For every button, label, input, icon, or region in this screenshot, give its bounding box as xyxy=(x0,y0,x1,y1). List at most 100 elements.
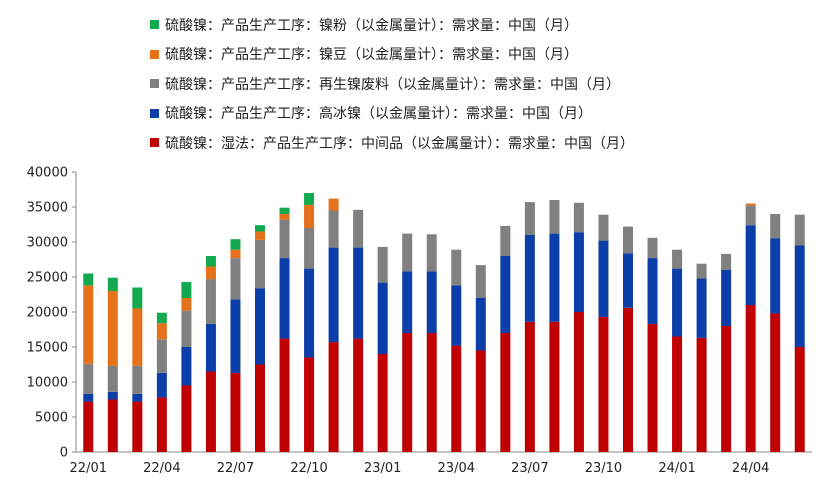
legend-label-intermediate: 硫酸镍：湿法：产品生产工序：中间品（以金属量计）：需求量：中国（月） xyxy=(165,135,634,152)
legend-item-nickel-matte: 硫酸镍：产品生产工序：高冰镍（以金属量计）：需求量：中国（月） xyxy=(150,99,634,129)
bar-segment xyxy=(623,253,633,308)
legend-swatch-nickel-beans xyxy=(150,49,159,59)
bar-segment xyxy=(770,238,781,314)
bar-segment xyxy=(696,263,707,279)
bar-segment xyxy=(304,193,315,205)
bar-segment xyxy=(132,401,143,452)
bar-segment xyxy=(132,393,143,402)
bar-segment xyxy=(598,240,609,317)
legend-item-nickel-beans: 硫酸镍：产品生产工序：镍豆（以金属量计）：需求量：中国（月） xyxy=(150,40,634,70)
legend-item-recycled-scrap: 硫酸镍：产品生产工序：再生镍废料（以金属量计）：需求量：中国（月） xyxy=(150,69,634,99)
bar-segment xyxy=(353,209,364,248)
bar-segment xyxy=(770,313,781,452)
bars xyxy=(83,193,805,452)
bar-segment xyxy=(205,323,216,372)
bar-segment xyxy=(230,372,241,452)
legend-swatch-intermediate xyxy=(150,138,159,148)
bar-segment xyxy=(647,258,658,324)
bar-segment xyxy=(255,288,265,365)
bar-segment xyxy=(598,316,609,452)
bar-segment xyxy=(279,258,290,339)
bar-segment xyxy=(304,228,315,269)
bar-segment xyxy=(745,305,756,452)
bar-segment xyxy=(230,299,241,373)
y-tick-label: 40000 xyxy=(27,166,68,181)
bar-segment xyxy=(451,345,462,452)
bar-segment xyxy=(328,342,339,452)
bar-segment xyxy=(107,365,118,392)
bar-segment xyxy=(696,278,707,338)
bar-segment xyxy=(402,233,413,272)
y-axis: 0 5000 10000 15000 20000 25000 30000 35000 40000 xyxy=(27,166,77,461)
legend-label-nickel-powder: 硫酸镍：产品生产工序：镍粉（以金属量计）：需求量：中国（月） xyxy=(165,17,578,34)
bar-segment xyxy=(132,308,143,366)
bar-segment xyxy=(573,232,584,312)
bar-segment xyxy=(647,237,658,259)
legend-label-nickel-beans: 硫酸镍：产品生产工序：镍豆（以金属量计）：需求量：中国（月） xyxy=(165,47,578,64)
bar-segment xyxy=(107,391,118,400)
legend-item-intermediate: 硫酸镍：湿法：产品生产工序：中间品（以金属量计）：需求量：中国（月） xyxy=(150,128,634,158)
bar-segment xyxy=(156,323,167,340)
bar-segment xyxy=(328,198,339,211)
x-tick-label: 24/04 xyxy=(732,461,769,476)
x-tick-label: 23/10 xyxy=(585,461,622,476)
bar-segment xyxy=(524,321,535,452)
bar-segment xyxy=(353,247,364,339)
bar-segment xyxy=(721,326,732,452)
legend-label-recycled-scrap: 硫酸镍：产品生产工序：再生镍废料（以金属量计）：需求量：中国（月） xyxy=(165,76,620,93)
bar-segment xyxy=(83,393,94,402)
bar-segment xyxy=(279,214,290,220)
bar-segment xyxy=(770,214,781,239)
bar-segment xyxy=(451,249,462,286)
x-axis: 22/01 22/04 22/07 22/10 23/01 23/04 23/07 23/10… xyxy=(70,451,812,476)
y-tick-label: 20000 xyxy=(27,306,68,321)
x-tick-label: 22/10 xyxy=(290,461,327,476)
bar-segment xyxy=(156,312,167,324)
bar-segment xyxy=(107,277,118,291)
bar-segment xyxy=(745,225,756,305)
y-tick-label: 10000 xyxy=(27,376,68,391)
bar-segment xyxy=(205,371,216,452)
bar-segment xyxy=(181,298,192,311)
bar-segment xyxy=(672,249,683,269)
bar-segment xyxy=(304,357,315,452)
bar-segment xyxy=(794,245,805,347)
bar-segment xyxy=(304,204,315,228)
x-tick-label: 22/04 xyxy=(143,461,180,476)
bar-segment xyxy=(205,256,216,267)
bar-segment xyxy=(794,214,805,246)
chart-legend: 硫酸镍：产品生产工序：镍粉（以金属量计）：需求量：中国（月） 硫酸镍：产品生产工… xyxy=(150,10,634,158)
bar-segment xyxy=(377,354,388,452)
bar-segment xyxy=(279,219,290,259)
bar-segment xyxy=(549,200,560,234)
bar-segment xyxy=(255,364,265,452)
bar-segment xyxy=(598,214,609,241)
bar-segment xyxy=(255,225,265,232)
bar-segment xyxy=(205,279,216,324)
legend-label-nickel-matte: 硫酸镍：产品生产工序：高冰镍（以金属量计）：需求量：中国（月） xyxy=(165,106,592,123)
bar-segment xyxy=(573,202,584,233)
bar-segment xyxy=(475,298,486,351)
bar-segment xyxy=(132,287,143,309)
bar-segment xyxy=(623,226,633,254)
bar-segment xyxy=(745,203,756,206)
bar-segment xyxy=(132,365,143,394)
bar-segment xyxy=(475,265,486,298)
bar-segment xyxy=(426,234,437,272)
bar-segment xyxy=(255,231,265,240)
bar-segment xyxy=(745,205,756,226)
bar-segment xyxy=(475,350,486,452)
bar-segment xyxy=(721,253,732,270)
bar-segment xyxy=(83,363,94,394)
bar-segment xyxy=(353,338,364,452)
bar-segment xyxy=(794,347,805,452)
bar-segment xyxy=(230,258,241,300)
bar-segment xyxy=(672,268,683,337)
x-tick-label: 22/07 xyxy=(217,461,254,476)
bar-segment xyxy=(328,247,339,343)
bar-segment xyxy=(181,385,192,452)
bar-segment xyxy=(107,399,118,452)
x-tick-label: 23/07 xyxy=(511,461,548,476)
bar-segment xyxy=(304,268,315,358)
